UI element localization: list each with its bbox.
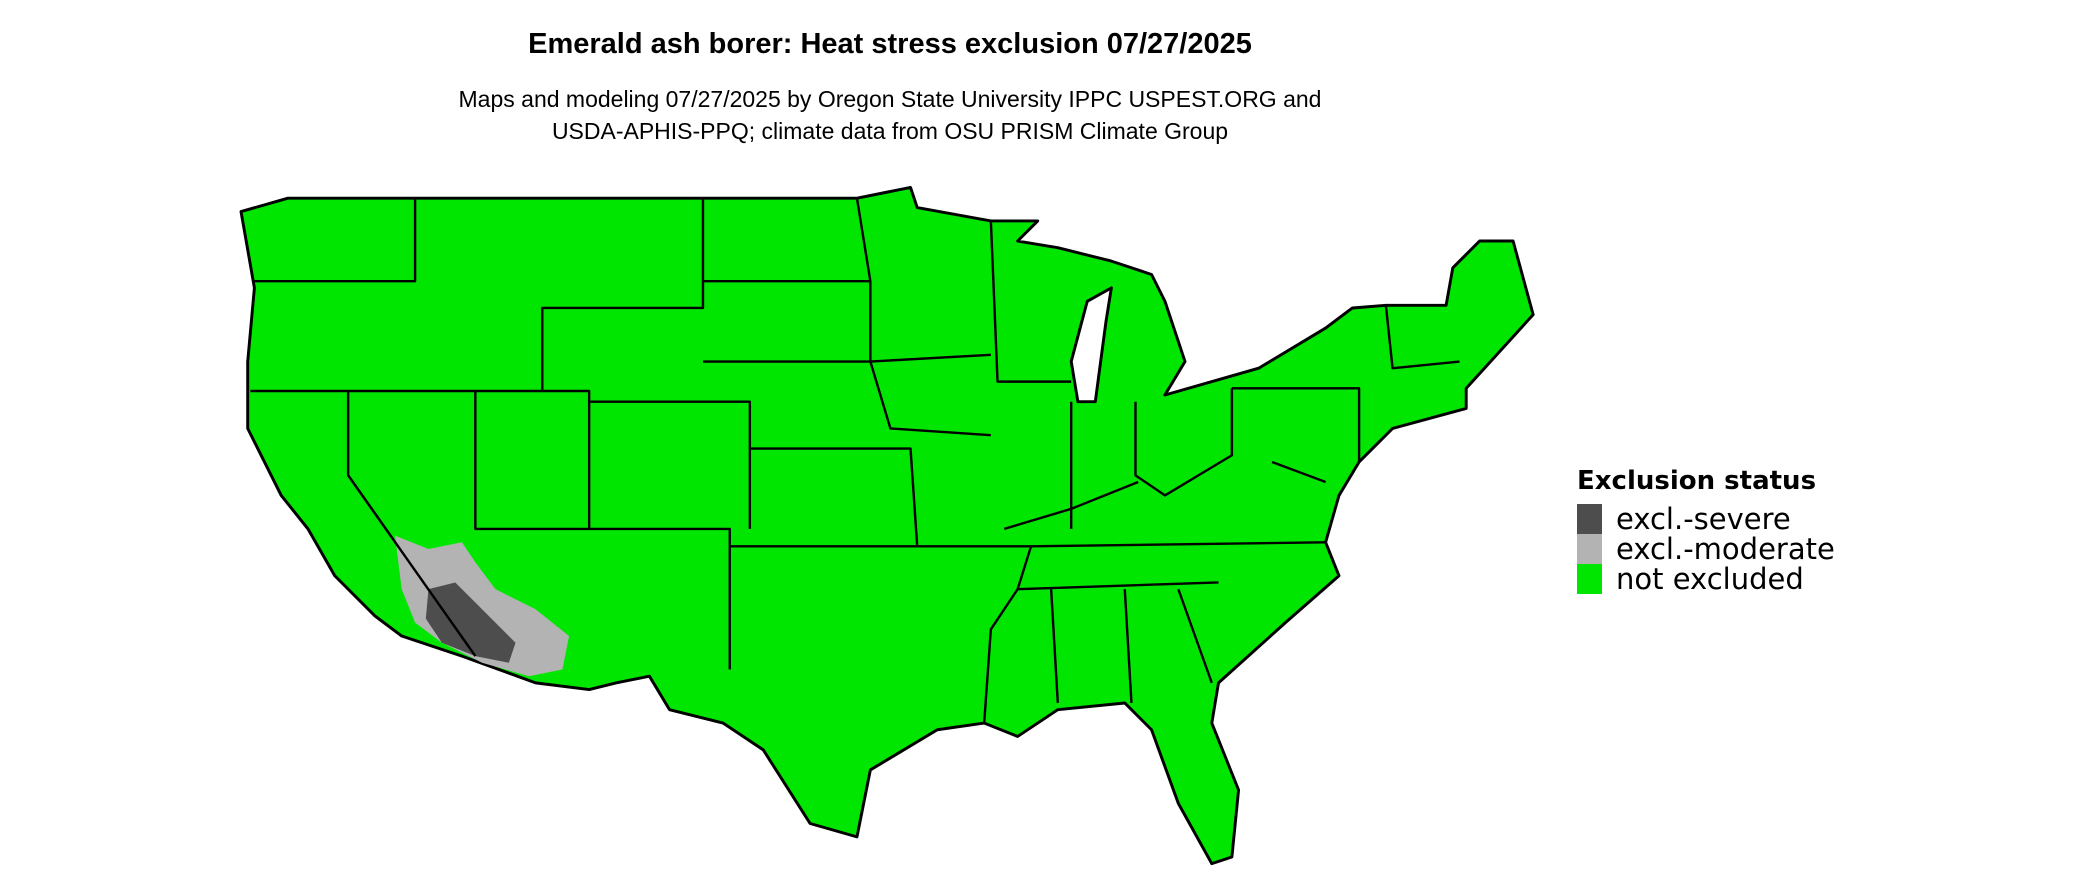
moderate-exclusion-area	[395, 535, 570, 677]
legend: Exclusion status excl.-severe excl.-mode…	[1577, 466, 1835, 596]
legend-swatch	[1577, 564, 1602, 594]
excluded-areas	[395, 535, 570, 677]
legend-label: not excluded	[1616, 562, 1804, 596]
legend-swatch	[1577, 534, 1602, 564]
legend-label: excl.-moderate	[1616, 532, 1835, 566]
chart-subtitle-line-1: Maps and modeling 07/27/2025 by Oregon S…	[458, 86, 1322, 112]
legend-item-severe: excl.-severe	[1577, 502, 1835, 536]
us-outline	[239, 185, 1535, 866]
legend-title: Exclusion status	[1577, 466, 1817, 496]
legend-item-not-excluded: not excluded	[1577, 562, 1835, 596]
lake-michigan	[1069, 286, 1113, 404]
chart-subtitle-line-2: USDA-APHIS-PPQ; climate data from OSU PR…	[551, 118, 1229, 144]
chart-title: Emerald ash borer: Heat stress exclusion…	[528, 28, 1252, 60]
legend-item-moderate: excl.-moderate	[1577, 532, 1835, 566]
legend-swatch	[1577, 504, 1602, 534]
legend-label: excl.-severe	[1616, 502, 1791, 536]
severe-exclusion-area	[425, 582, 516, 663]
